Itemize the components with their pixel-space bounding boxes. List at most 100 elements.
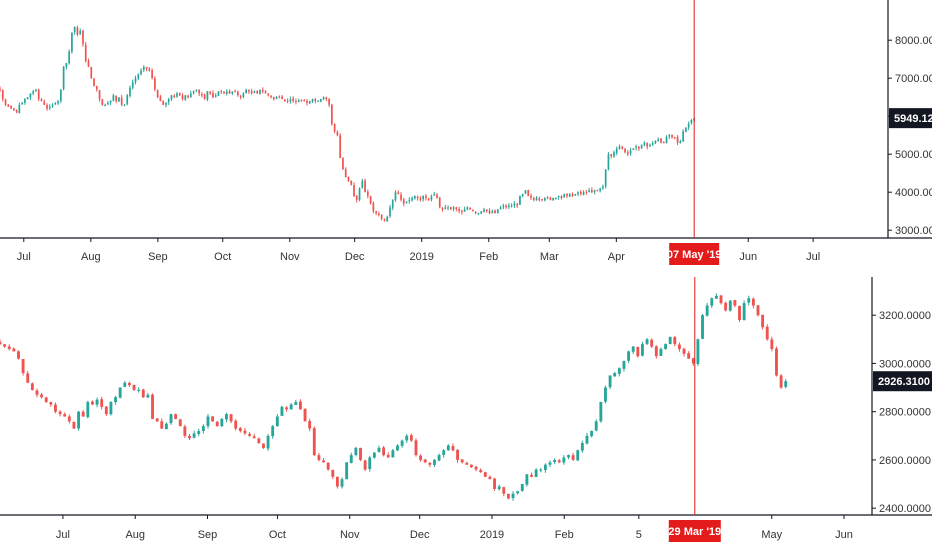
candle-body [665,137,668,143]
candle [596,189,599,192]
candle [413,195,416,200]
candle-body [461,211,463,213]
candle [170,94,173,101]
bottom-chart[interactable]: 2400.0000 2600.0000 2800.0000 3000.0000 3200… [0,277,932,542]
candle-body [286,100,289,102]
candle-body [599,188,602,191]
candle [527,189,530,197]
candle-body [590,430,594,437]
candle-body [538,198,541,200]
candle [416,195,419,201]
candle-body [201,93,203,96]
candle [340,477,344,489]
candle-body [530,474,533,477]
candle-body [355,195,358,200]
candle [408,197,411,204]
candle [188,433,191,441]
candle [579,189,582,196]
candle [250,88,253,95]
candle-body [77,411,81,429]
candle-body [488,210,491,214]
candle-body [466,207,469,210]
candle-body [123,382,127,387]
candle [126,93,129,106]
candle [751,297,755,309]
candle [169,413,173,425]
candle [129,85,131,98]
candle [243,427,247,436]
candle [543,463,547,473]
candle-body [627,351,631,361]
candle-body [516,491,520,494]
candle-body [326,462,330,470]
candle-body [4,99,7,105]
candle-body [419,197,422,200]
candle [645,338,649,346]
candle [212,90,214,99]
candle [239,94,242,100]
candle [477,212,480,216]
candle [160,418,164,429]
candle-body [632,148,635,150]
candle-body [46,105,48,109]
candle-body [18,104,21,114]
candle [65,62,68,70]
candle [162,100,165,106]
candle-body [585,435,589,444]
x-tick-label: Jun [835,529,853,541]
candle-body [12,348,16,352]
candle [100,396,104,410]
candle-body [123,104,126,106]
candle-body [0,341,2,345]
candle-body [160,421,164,429]
candle [201,424,205,434]
candle [386,452,390,458]
candle-body [728,300,732,311]
candle [289,96,292,104]
candle-body [543,197,546,201]
candle [590,430,594,438]
candle [673,335,677,347]
candle-body [701,315,704,339]
bottom-last-price-badge: 2926.3100 [873,371,932,392]
top-chart[interactable]: 3000.004000.005000.006000.007000.008000.… [0,0,932,265]
candle [411,196,413,202]
candle-body [361,180,364,188]
candle-body [456,449,460,460]
candle [32,89,35,96]
candle-body [638,146,640,149]
candle [87,58,90,68]
candle [461,209,463,215]
candle-body [493,478,496,489]
candle [178,418,182,427]
candle-body [488,476,492,480]
candle [651,141,654,147]
candle-body [474,466,478,470]
candle-body [494,210,496,214]
candle-body [557,196,560,198]
candle [12,107,15,111]
candle [197,428,201,437]
last-price-bg [873,371,932,392]
candle [449,206,452,211]
candle-body [353,184,355,196]
candle-body [615,148,618,153]
candle-body [129,87,131,96]
candle [409,433,413,442]
candle-body [543,464,547,471]
candle-body [126,95,129,105]
candle [137,73,140,81]
candle [298,399,302,410]
candle [668,134,671,140]
candle [77,410,81,431]
candle-body [696,339,700,364]
candle-body [621,146,624,149]
candle [442,448,446,458]
candle-body [118,387,122,398]
candle [289,403,293,410]
candle [148,67,151,72]
candle [673,136,676,140]
candle-body [335,476,339,487]
candle [638,146,640,151]
